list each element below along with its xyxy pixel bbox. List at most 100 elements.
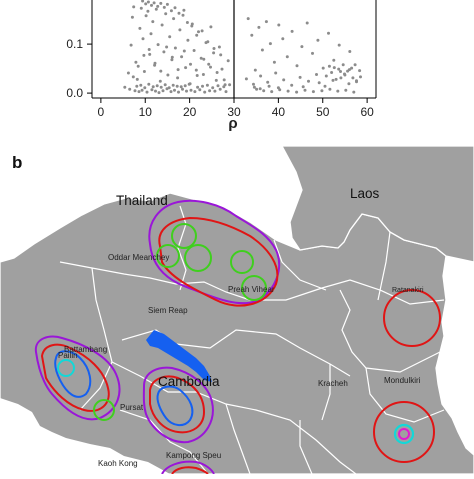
scatter-point: [136, 64, 140, 68]
scatter-point: [206, 40, 210, 44]
scatter-point: [201, 73, 205, 76]
scatter-point: [184, 66, 188, 70]
scatter-point: [142, 70, 146, 73]
scatter-point: [358, 69, 362, 73]
scatter-point: [147, 82, 151, 86]
label-mondulkiri: Mondulkiri: [384, 376, 421, 385]
scatter-point: [255, 87, 259, 91]
sea-region: [0, 398, 170, 474]
scatter-point: [192, 49, 196, 52]
scatter-point: [123, 85, 127, 89]
scatter-point: [267, 84, 271, 88]
label-cambodia: Cambodia: [158, 374, 220, 389]
x-tick-label: 10: [139, 105, 153, 119]
scatter-point: [162, 5, 166, 9]
scatter-point: [181, 87, 184, 91]
x-tick-label: 30: [227, 105, 241, 119]
scatter-point: [253, 68, 257, 72]
scatter-point: [151, 85, 155, 89]
scatter-point: [260, 48, 264, 52]
scatter-point: [159, 85, 163, 89]
scatter-point: [259, 74, 263, 78]
tonle-sap-lake: [146, 330, 212, 382]
scatter-point: [187, 82, 191, 86]
scatter-point: [130, 15, 134, 19]
purple-contour-central: [142, 366, 214, 444]
scatter-point: [337, 67, 341, 71]
cluster-mondulkiri: [373, 401, 435, 463]
scatter-point: [186, 38, 190, 42]
scatter-point: [150, 3, 153, 7]
scatter-point: [165, 2, 169, 6]
purple-contour-west: [34, 335, 121, 421]
scatter-point: [303, 88, 307, 92]
scatter-point: [252, 85, 256, 89]
scatter-plot: 0 10 20 30 40 50 60 0.0 0.1 ρ: [66, 0, 377, 132]
label-kaoh-kong: Kaoh Kong: [98, 459, 138, 468]
scatter-point: [179, 85, 183, 89]
scatter-point: [352, 90, 356, 94]
scatter-point: [134, 60, 138, 64]
scatter-point: [176, 68, 180, 72]
scatter-point: [212, 51, 216, 55]
label-kampong-speu: Kampong Speu: [166, 451, 221, 460]
scatter-point: [131, 75, 135, 79]
scatter-point: [290, 83, 294, 87]
scatter-point: [133, 89, 137, 93]
label-ratanakiri: Ratanakiri: [392, 287, 424, 294]
scatter-point: [220, 67, 224, 71]
scatter-point: [343, 73, 347, 77]
scatter-point: [162, 50, 166, 54]
scatter-point: [268, 42, 272, 46]
cluster-north: [148, 199, 281, 307]
scatter-point: [135, 77, 139, 81]
scatter-point: [332, 66, 336, 70]
scatter-point: [334, 77, 338, 81]
scatter-point: [160, 23, 164, 27]
green-circle: [156, 244, 180, 268]
scatter-point: [252, 82, 255, 86]
scatter-point: [264, 20, 268, 24]
scatter-point: [359, 75, 362, 79]
scatter-point: [276, 86, 280, 90]
scatter-point: [337, 43, 341, 47]
scatter-point: [170, 55, 174, 59]
scatter-point: [159, 1, 163, 5]
scatter-point: [190, 24, 194, 28]
scatter-point: [156, 4, 160, 8]
label-pailin: Pailin: [58, 351, 78, 360]
scatter-point: [350, 66, 354, 70]
scatter-point: [215, 71, 219, 74]
scatter-point: [341, 63, 345, 67]
scatter-point: [290, 29, 294, 33]
cyan-circle: [393, 423, 415, 445]
scatter-point: [218, 87, 222, 91]
panel-b-map: b Thailand Laos Cambodia Oddar Meanchey …: [0, 145, 474, 475]
scatter-point: [161, 89, 165, 93]
laos-region: [280, 145, 474, 263]
scatter-point: [173, 46, 177, 50]
scatter-point: [128, 87, 132, 91]
scatter-point: [178, 28, 182, 32]
purple-contour-north: [148, 199, 281, 305]
scatter-point: [195, 33, 199, 37]
blue-contour-west: [54, 350, 92, 398]
x-tick-label: 20: [183, 105, 197, 119]
scatter-point: [295, 90, 299, 94]
scatter-point: [173, 6, 177, 10]
label-siem-reap: Siem Reap: [148, 306, 188, 315]
scatter-point: [147, 48, 151, 51]
scatter-point: [323, 84, 327, 88]
scatter-point: [156, 43, 160, 47]
scatter-point: [176, 76, 180, 80]
scatter-point: [159, 69, 163, 73]
scatter-point: [214, 78, 218, 82]
cluster-central: [142, 366, 214, 444]
scatter-point: [311, 51, 314, 55]
label-battambang: Battambang: [64, 345, 107, 354]
magenta-circle: [398, 428, 410, 440]
scatter-point: [189, 62, 192, 66]
scatter-point: [205, 83, 209, 87]
purple-contour-south: [161, 460, 215, 475]
scatter-point: [216, 84, 220, 88]
